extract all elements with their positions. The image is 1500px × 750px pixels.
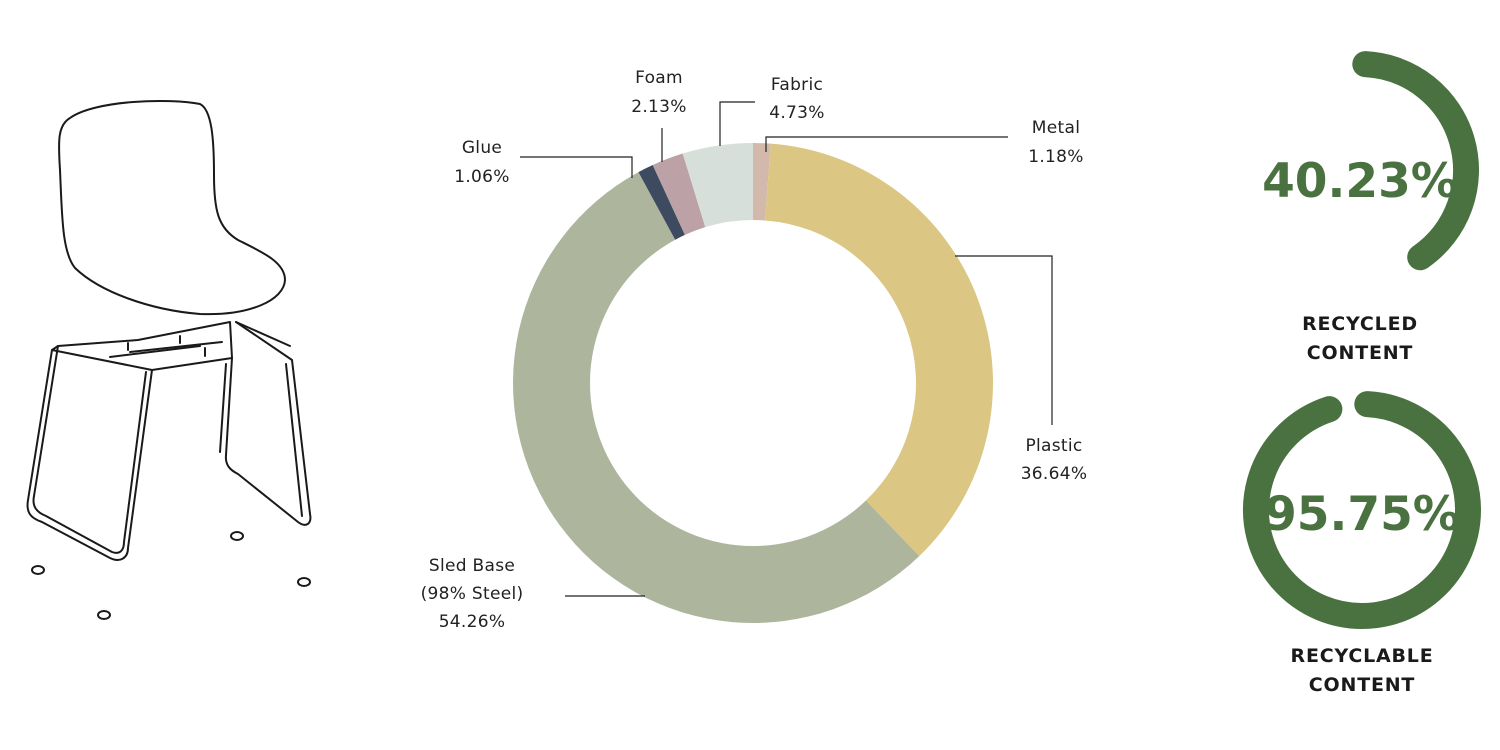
leader-glue [520,156,633,178]
label-fabric-value: 4.73% [769,103,825,123]
label-sled-base-value: 54.26% [439,612,506,632]
slice-plastic [765,143,994,557]
recycled-content-gauge: 40.23% RECYCLED CONTENT [1262,51,1479,364]
leader-metal [765,136,1008,152]
label-foam-name: Foam [635,68,683,88]
label-metal-value: 1.18% [1028,147,1084,167]
slice-metal [753,143,771,221]
label-sled-base-name: Sled Base [429,556,515,576]
slice-glue [638,164,685,240]
slice-sled-base [513,172,920,623]
label-plastic-name: Plastic [1025,436,1082,456]
label-glue-name: Glue [462,138,502,158]
label-fabric-name: Fabric [771,75,823,95]
label-plastic-value: 36.64% [1021,464,1088,484]
slice-labels: Metal 1.18% Plastic 36.64% Sled Base (98… [421,68,1088,632]
recycled-content-caption-line1: RECYCLED [1302,313,1418,335]
recycled-content-caption-line2: CONTENT [1307,342,1413,364]
label-sled-base-name2: (98% Steel) [421,584,524,604]
recycled-content-value: 40.23% [1262,154,1458,209]
slice-fabric [682,143,753,228]
recycled-content-gauge-arc [1352,51,1479,271]
label-glue-value: 1.06% [454,167,510,187]
leader-plastic [955,255,1053,425]
recyclable-content-caption-line2: CONTENT [1309,674,1415,696]
leader-lines [520,101,1053,597]
recyclable-content-caption-line1: RECYCLABLE [1291,645,1434,667]
recyclable-content-gauge-arc [1243,391,1481,629]
chair-exploded-illustration-icon [26,99,312,620]
recyclable-content-value: 95.75% [1264,487,1460,542]
recyclable-content-gauge: 95.75% RECYCLABLE CONTENT [1243,391,1481,696]
material-donut-chart [513,143,994,623]
label-metal-name: Metal [1032,118,1080,138]
leader-fabric [719,101,755,146]
label-foam-value: 2.13% [631,97,687,117]
slice-foam [652,153,706,235]
